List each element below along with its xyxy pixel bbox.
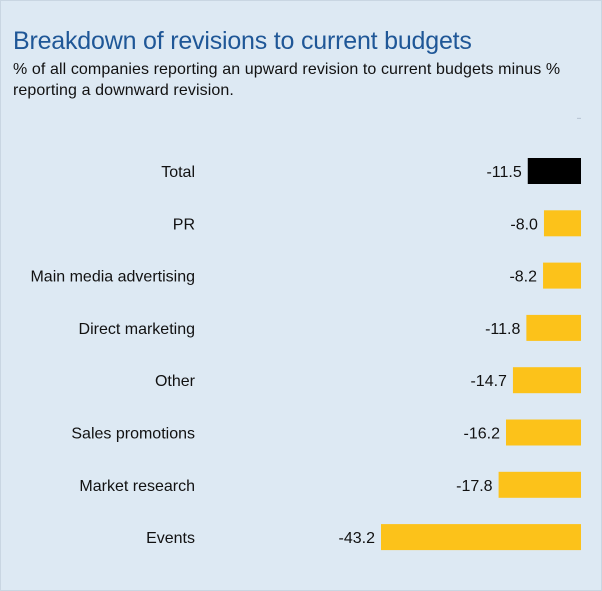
value-label-pr: -8.0 xyxy=(510,216,538,233)
bar-other xyxy=(512,367,581,394)
chart-title: Breakdown of revisions to current budget… xyxy=(13,27,472,55)
category-label-sales-promotions: Sales promotions xyxy=(71,426,195,443)
category-label-direct-marketing: Direct marketing xyxy=(79,321,195,338)
category-label-main-media-advertising: Main media advertising xyxy=(30,269,195,286)
chart-subtitle: % of all companies reporting an upward r… xyxy=(13,61,561,99)
bar-events xyxy=(381,524,581,551)
category-label-total: Total xyxy=(161,164,195,181)
bar-main-media-advertising xyxy=(543,262,581,289)
value-label-direct-marketing: -11.8 xyxy=(485,321,520,338)
bar-total xyxy=(527,158,581,184)
category-label-pr: PR xyxy=(173,216,195,233)
value-label-sales-promotions: -16.2 xyxy=(464,426,501,443)
category-label-other: Other xyxy=(155,373,196,390)
category-label-events: Events xyxy=(146,530,195,547)
bar-direct-marketing xyxy=(526,314,581,341)
bar-pr xyxy=(543,210,581,237)
value-label-market-research: -17.8 xyxy=(456,478,493,495)
value-label-main-media-advertising: -8.2 xyxy=(509,269,537,286)
value-label-total: -11.5 xyxy=(486,164,521,181)
bar-market-research xyxy=(498,471,581,498)
bar-sales-promotions xyxy=(506,419,581,446)
category-label-market-research: Market research xyxy=(79,478,195,495)
value-label-events: -43.2 xyxy=(339,530,376,547)
value-label-other: -14.7 xyxy=(470,373,507,390)
